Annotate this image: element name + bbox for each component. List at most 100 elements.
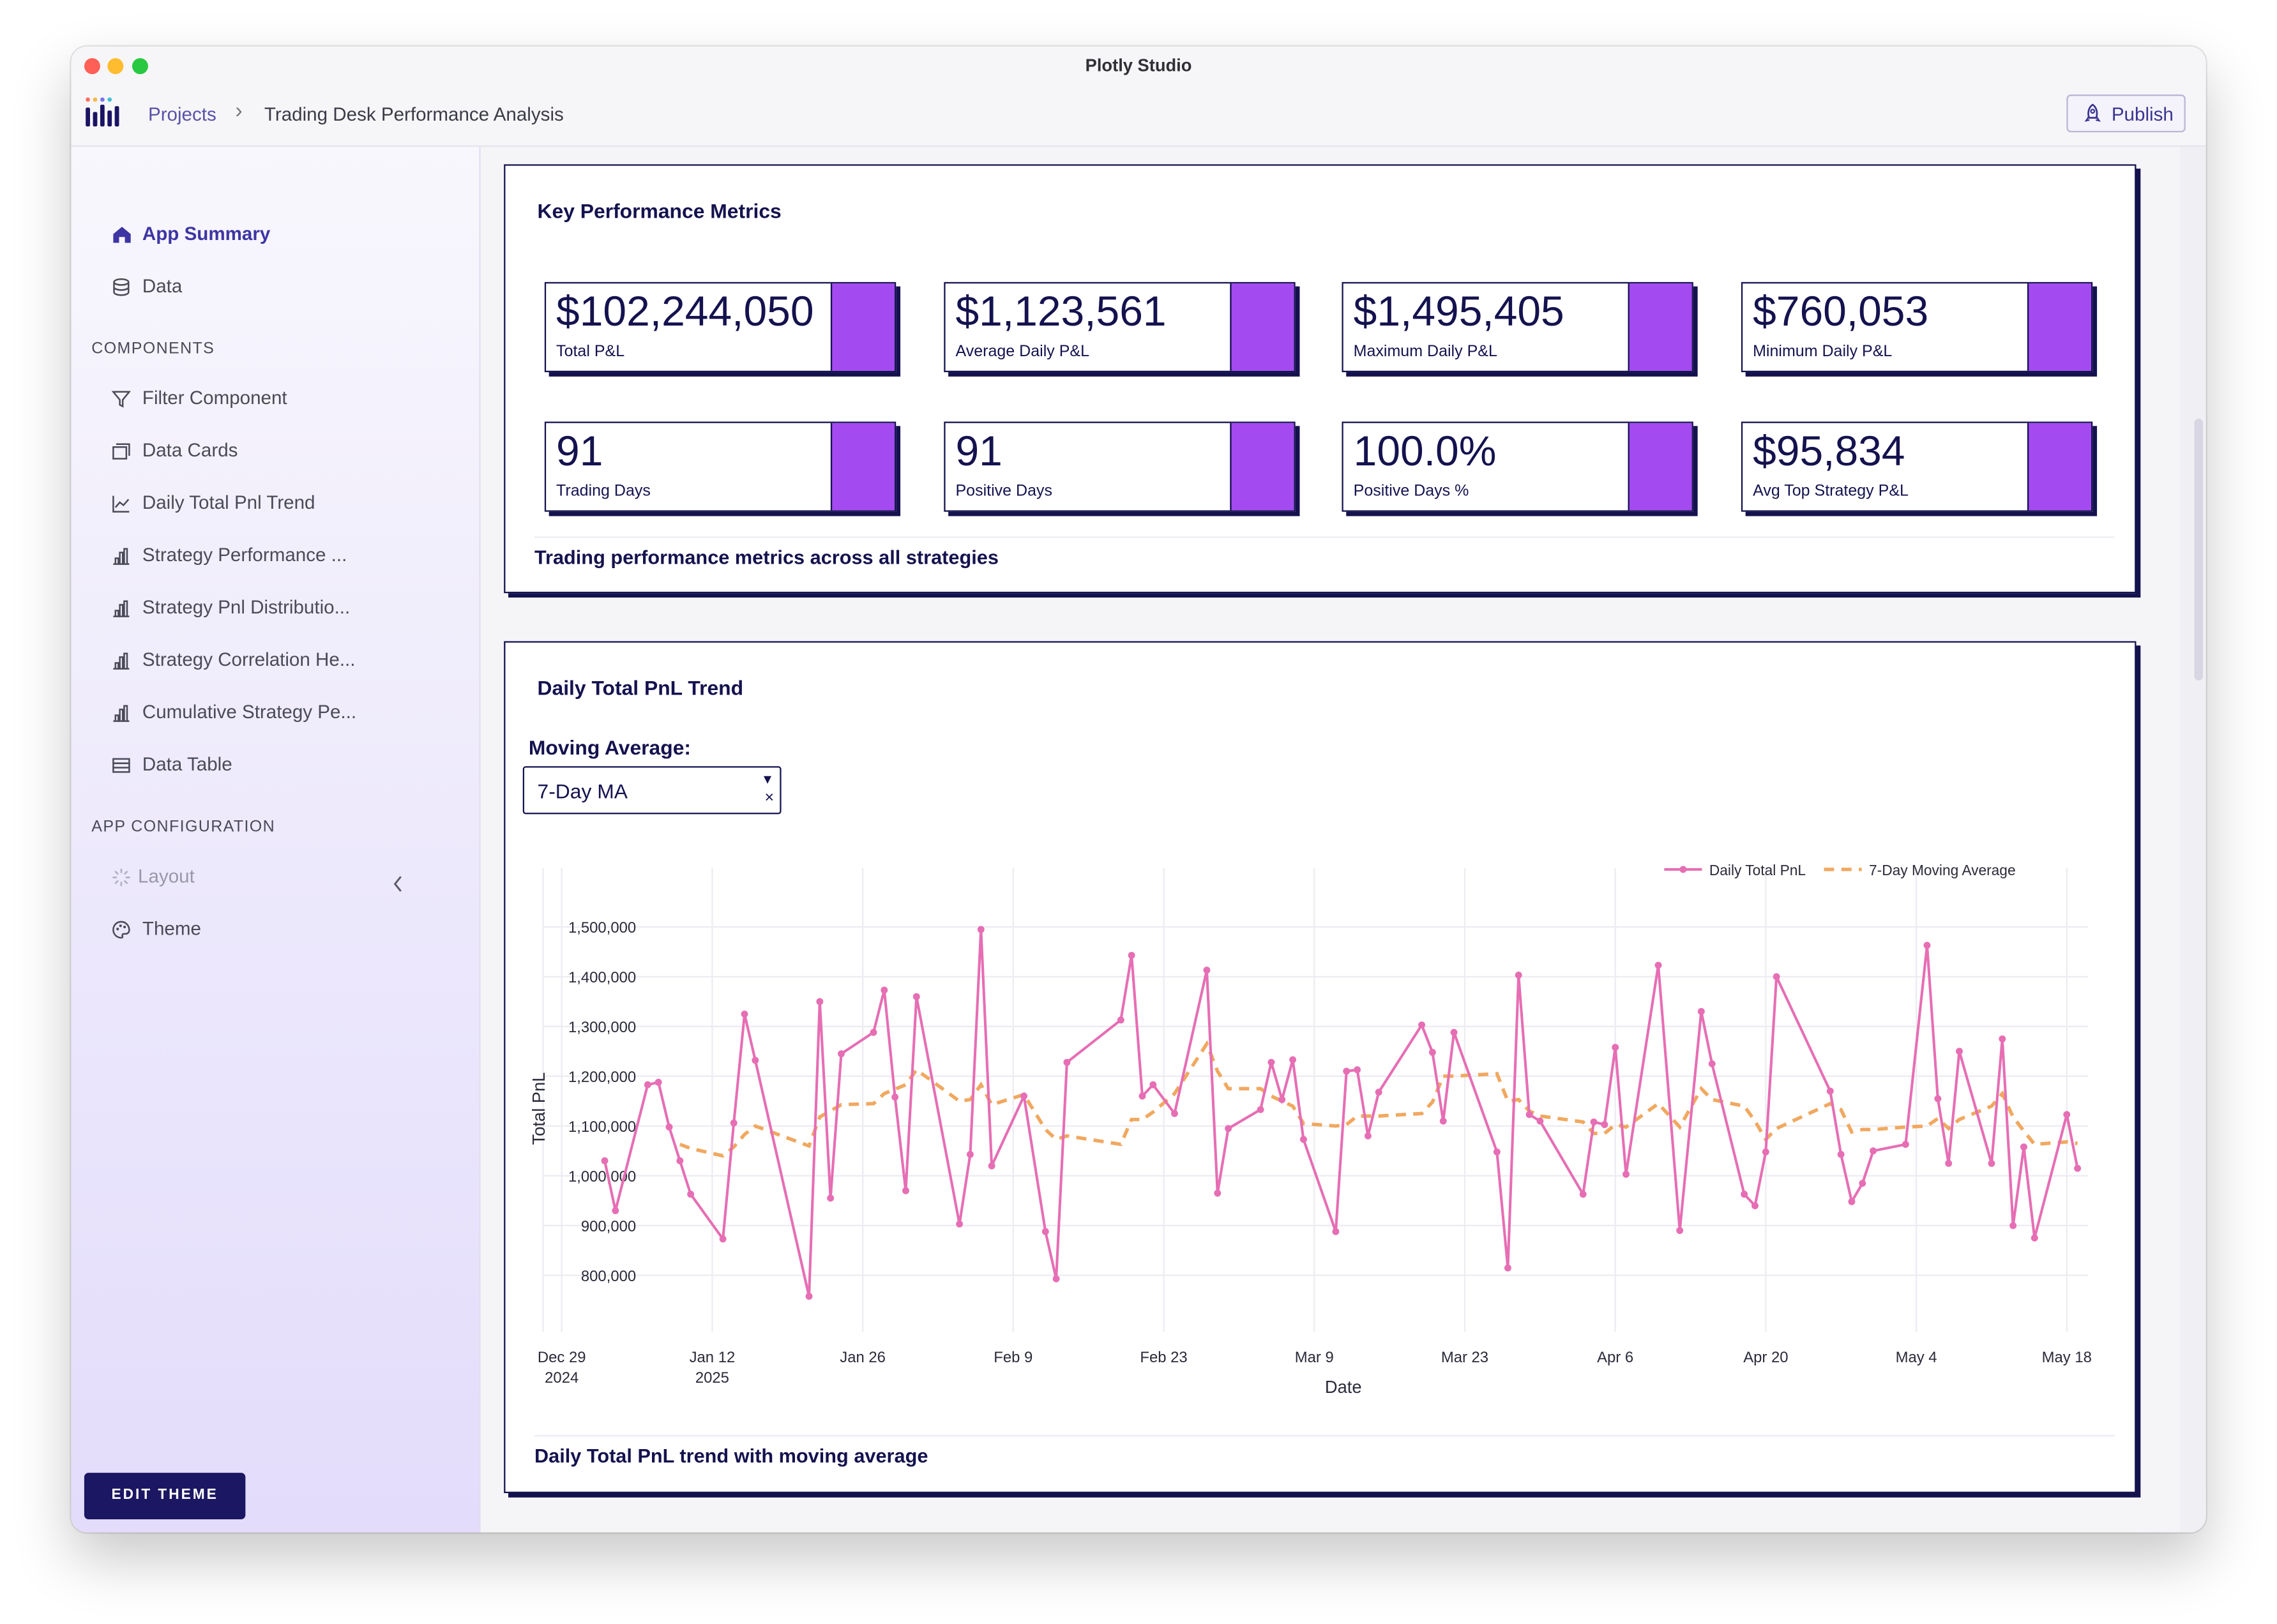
daily-pnl-point bbox=[881, 986, 888, 994]
daily-pnl-point bbox=[687, 1191, 695, 1198]
kpi-positive-days: 91 Positive Days bbox=[944, 421, 1296, 512]
kpi-trading-days: 91 Trading Days bbox=[544, 421, 896, 512]
daily-pnl-point bbox=[2009, 1222, 2017, 1229]
daily-pnl-point bbox=[1278, 1096, 1286, 1103]
legend-pnl-label: Daily Total PnL bbox=[1709, 862, 1806, 878]
daily-pnl-point bbox=[1041, 1228, 1049, 1235]
x-tick-label: Dec 29 bbox=[538, 1349, 586, 1366]
kpi-minimum-daily-pnl: $760,053 Minimum Daily P&L bbox=[1741, 282, 2093, 373]
kpi-total-pnl: $102,244,050 Total P&L bbox=[544, 282, 896, 373]
y-tick-label: 1,100,000 bbox=[568, 1118, 636, 1136]
daily-pnl-point bbox=[1751, 1202, 1759, 1210]
daily-pnl-point bbox=[1601, 1121, 1608, 1129]
daily-pnl-point bbox=[1117, 1016, 1124, 1024]
daily-pnl-point bbox=[967, 1150, 974, 1158]
kpi-accent-bar bbox=[1230, 423, 1294, 511]
sidebar-item-label: Data Cards bbox=[142, 439, 238, 461]
chart-legend: Daily Total PnL 7-Day Moving Average bbox=[1664, 862, 2016, 878]
daily-pnl-point bbox=[816, 998, 824, 1005]
daily-pnl-point bbox=[741, 1011, 748, 1018]
publish-button[interactable]: Publish bbox=[2066, 94, 2186, 133]
line-chart-icon bbox=[112, 495, 130, 513]
breadcrumb-projects-link[interactable]: Projects bbox=[148, 103, 216, 125]
daily-pnl-point bbox=[1870, 1147, 1877, 1155]
y-axis-title: Total PnL bbox=[529, 1072, 548, 1145]
daily-pnl-point bbox=[1128, 952, 1135, 959]
zoom-window-button[interactable] bbox=[132, 58, 148, 75]
kpi-accent-bar bbox=[1230, 283, 1294, 371]
chevron-right-icon: › bbox=[235, 98, 243, 124]
daily-pnl-point bbox=[1289, 1056, 1297, 1064]
kpi-value: $1,495,405 bbox=[1353, 289, 1564, 336]
daily-pnl-point bbox=[1138, 1092, 1146, 1100]
daily-pnl-point bbox=[1257, 1106, 1264, 1113]
kpi-value: $1,123,561 bbox=[955, 289, 1167, 336]
x-tick-label: Apr 20 bbox=[1743, 1349, 1788, 1366]
daily-pnl-point bbox=[1988, 1159, 1995, 1167]
kpi-label: Minimum Daily P&L bbox=[1753, 343, 1893, 361]
y-tick-label: 1,300,000 bbox=[568, 1019, 636, 1036]
daily-pnl-point bbox=[1332, 1228, 1340, 1235]
kpi-label: Average Daily P&L bbox=[955, 343, 1090, 361]
daily-pnl-point bbox=[1515, 972, 1522, 979]
scrollbar-thumb[interactable] bbox=[2194, 418, 2204, 680]
y-tick-label: 900,000 bbox=[581, 1218, 636, 1235]
kpi-label: Avg Top Strategy P&L bbox=[1753, 483, 1909, 500]
title-bar: Plotly Studio bbox=[71, 46, 2206, 85]
daily-pnl-point bbox=[1375, 1088, 1382, 1096]
daily-pnl-point bbox=[1450, 1028, 1458, 1036]
daily-pnl-point bbox=[805, 1293, 813, 1300]
database-icon bbox=[113, 278, 130, 296]
y-tick-label: 1,200,000 bbox=[568, 1069, 636, 1086]
kpi-value: 91 bbox=[955, 428, 1002, 476]
daily-pnl-point bbox=[1654, 961, 1662, 969]
sidebar-item-label: Data bbox=[142, 274, 183, 297]
close-window-button[interactable] bbox=[84, 58, 100, 75]
daily-pnl-point bbox=[1267, 1058, 1275, 1066]
rocket-icon bbox=[2084, 103, 2101, 122]
card-divider bbox=[534, 1434, 2115, 1437]
daily-pnl-point bbox=[665, 1124, 673, 1131]
home-icon bbox=[113, 227, 131, 243]
chart-tick-labels: 800,000900,0001,000,0001,100,0001,200,00… bbox=[538, 919, 2092, 1387]
daily-pnl-point bbox=[1590, 1118, 1598, 1126]
scrollbar-track[interactable] bbox=[2179, 147, 2206, 1533]
x-tick-label: May 18 bbox=[2042, 1349, 2092, 1366]
daily-pnl-point bbox=[870, 1028, 877, 1036]
sidebar-item-label: Layout bbox=[138, 865, 195, 887]
daily-pnl-point bbox=[1504, 1264, 1511, 1272]
components-heading: COMPONENTS bbox=[91, 340, 215, 358]
daily-pnl-point bbox=[1170, 1109, 1178, 1117]
moving-average-line bbox=[679, 1040, 2078, 1158]
minimize-window-button[interactable] bbox=[107, 58, 124, 75]
kpi-card: Key Performance Metrics $102,244,050 Tot… bbox=[504, 164, 2137, 594]
x-tick-label: Feb 9 bbox=[994, 1349, 1033, 1366]
daily-pnl-chart[interactable]: 800,000900,0001,000,0001,100,0001,200,00… bbox=[505, 643, 2137, 1495]
x-axis-title: Date bbox=[1325, 1377, 1362, 1397]
daily-pnl-point bbox=[612, 1207, 619, 1214]
moving-average-label: Moving Average: bbox=[528, 735, 692, 759]
kpi-label: Trading Days bbox=[556, 483, 651, 500]
app-window: Plotly Studio Projects › Trading Desk Pe… bbox=[71, 46, 2206, 1533]
plotly-logo-icon[interactable] bbox=[86, 97, 121, 133]
bar-chart-icon bbox=[113, 600, 130, 617]
daily-pnl-point bbox=[1826, 1087, 1834, 1095]
moving-average-dropdown[interactable]: 7-Day MA ▼ × bbox=[522, 766, 782, 815]
kpi-accent-bar bbox=[2027, 283, 2091, 371]
daily-pnl-point bbox=[676, 1157, 684, 1164]
window-title: Plotly Studio bbox=[1085, 55, 1192, 76]
kpi-label: Positive Days bbox=[955, 483, 1053, 500]
daily-pnl-point bbox=[1063, 1058, 1071, 1066]
y-tick-label: 1,500,000 bbox=[568, 919, 636, 936]
daily-pnl-point bbox=[956, 1220, 964, 1228]
bar-chart-icon bbox=[113, 705, 130, 722]
breadcrumb-current: Trading Desk Performance Analysis bbox=[264, 103, 564, 125]
sidebar-item-label: Theme bbox=[142, 917, 201, 940]
clear-selection-icon[interactable]: × bbox=[764, 789, 775, 808]
dropdown-caret-icon[interactable]: ▼ bbox=[760, 772, 775, 787]
edit-theme-button[interactable]: EDIT THEME bbox=[84, 1473, 246, 1519]
collapse-sidebar-chevron-icon[interactable] bbox=[391, 874, 405, 894]
daily-pnl-point bbox=[1773, 973, 1780, 981]
sidebar-item-label: Strategy Pnl Distributio... bbox=[142, 596, 351, 618]
kpi-label: Total P&L bbox=[556, 343, 625, 361]
